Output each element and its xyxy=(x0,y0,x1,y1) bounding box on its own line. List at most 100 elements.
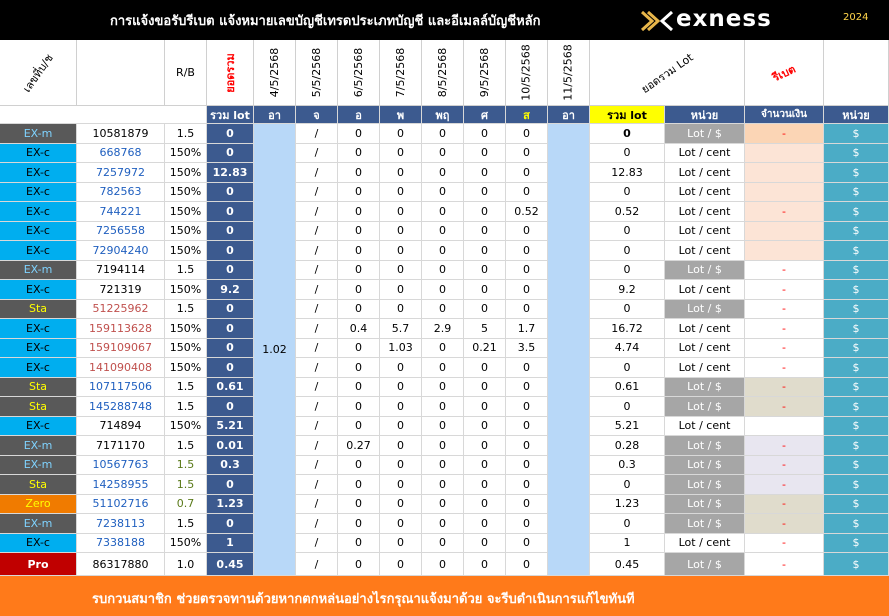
account-number[interactable]: 7338188 xyxy=(77,533,165,553)
daily-lot: 0 xyxy=(338,358,380,378)
daily-lot: 0 xyxy=(422,338,464,358)
account-number[interactable]: 107117506 xyxy=(77,377,165,397)
currency-symbol: $ xyxy=(824,182,889,202)
merged-sunday-total: 1.02 xyxy=(254,124,296,576)
daily-lot: 0 xyxy=(422,533,464,553)
header-date-0: 4/5/2568 xyxy=(254,40,296,106)
monday-mark: / xyxy=(296,416,338,436)
account-number[interactable]: 141090408 xyxy=(77,358,165,378)
lot-unit: Lot / cent xyxy=(665,182,745,202)
money-group-2 xyxy=(745,143,824,261)
subheader-day-6: ส xyxy=(506,106,548,124)
daily-lot: 0 xyxy=(380,377,422,397)
account-number[interactable]: 721319 xyxy=(77,280,165,300)
account-number[interactable]: 51225962 xyxy=(77,299,165,319)
rebate-rate: 150% xyxy=(165,358,207,378)
account-number[interactable]: 7257972 xyxy=(77,163,165,183)
account-number[interactable]: 7171170 xyxy=(77,436,165,456)
account-number[interactable]: 714894 xyxy=(77,416,165,436)
sum-lot: 0 xyxy=(590,514,665,534)
lot-unit: Lot / cent xyxy=(665,280,745,300)
monday-mark: / xyxy=(296,124,338,144)
currency-symbol: $ xyxy=(824,377,889,397)
subheader-amount: จำนวนเงิน xyxy=(745,106,824,124)
header-rb: R/B xyxy=(165,40,207,106)
daily-lot: 0 xyxy=(338,202,380,222)
total-lot: 1.23 xyxy=(207,494,254,514)
daily-lot: 0.4 xyxy=(338,319,380,339)
account-number[interactable]: 668768 xyxy=(77,143,165,163)
daily-lot: 0.21 xyxy=(464,338,506,358)
account-number[interactable]: 7256558 xyxy=(77,221,165,241)
rebate-amount: - xyxy=(745,260,824,280)
account-number[interactable]: 51102716 xyxy=(77,494,165,514)
sum-lot: 0 xyxy=(590,397,665,417)
total-lot: 0.45 xyxy=(207,553,254,576)
daily-lot: 0 xyxy=(506,436,548,456)
sum-lot: 0 xyxy=(590,299,665,319)
daily-lot: 0 xyxy=(338,280,380,300)
daily-lot: 0 xyxy=(422,280,464,300)
daily-lot: 0 xyxy=(464,514,506,534)
account-number[interactable]: 145288748 xyxy=(77,397,165,417)
rebate-amount: - xyxy=(745,124,824,144)
daily-lot: 0 xyxy=(338,241,380,261)
daily-lot: 0 xyxy=(380,299,422,319)
monday-mark: / xyxy=(296,202,338,222)
daily-lot: 5.7 xyxy=(380,319,422,339)
header-date-3: 7/5/2568 xyxy=(380,40,422,106)
account-type: EX-c xyxy=(0,533,77,553)
currency-symbol: $ xyxy=(824,202,889,222)
account-number[interactable]: 72904240 xyxy=(77,241,165,261)
account-number[interactable]: 10567763 xyxy=(77,455,165,475)
header-date-1: 5/5/2568 xyxy=(296,40,338,106)
daily-lot: 0 xyxy=(338,221,380,241)
monday-mark: / xyxy=(296,377,338,397)
account-number[interactable]: 159109067 xyxy=(77,338,165,358)
rebate-rate: 150% xyxy=(165,533,207,553)
account-number[interactable]: 86317880 xyxy=(77,553,165,576)
daily-lot: 0 xyxy=(380,260,422,280)
daily-lot: 0 xyxy=(506,124,548,144)
total-lot: 0 xyxy=(207,143,254,163)
account-number[interactable]: 159113628 xyxy=(77,319,165,339)
lot-unit: Lot / cent xyxy=(665,143,745,163)
account-number[interactable]: 782563 xyxy=(77,182,165,202)
account-number[interactable]: 744221 xyxy=(77,202,165,222)
daily-lot: 0 xyxy=(506,221,548,241)
rebate-rate: 150% xyxy=(165,241,207,261)
account-type: Sta xyxy=(0,377,77,397)
daily-lot: 0 xyxy=(338,124,380,144)
subheader-unit: หน่วย xyxy=(665,106,745,124)
account-number[interactable]: 7194114 xyxy=(77,260,165,280)
header-date-2: 6/5/2568 xyxy=(338,40,380,106)
account-number[interactable]: 7238113 xyxy=(77,514,165,534)
daily-lot: 0 xyxy=(338,475,380,495)
rebate-rate: 1.5 xyxy=(165,475,207,495)
daily-lot: 0 xyxy=(338,455,380,475)
daily-lot: 0 xyxy=(422,299,464,319)
subheader-day-5: ศ xyxy=(464,106,506,124)
daily-lot: 0 xyxy=(380,182,422,202)
sum-lot: 0 xyxy=(590,475,665,495)
daily-lot: 0 xyxy=(506,280,548,300)
daily-lot: 5 xyxy=(464,319,506,339)
account-number[interactable]: 10581879 xyxy=(77,124,165,144)
lot-unit: Lot / $ xyxy=(665,397,745,417)
total-lot: 0 xyxy=(207,202,254,222)
daily-lot: 0 xyxy=(506,455,548,475)
subheader-unit2: หน่วย xyxy=(824,106,889,124)
monday-mark: / xyxy=(296,358,338,378)
daily-lot: 0 xyxy=(338,553,380,576)
sum-lot: 16.72 xyxy=(590,319,665,339)
daily-lot: 3.5 xyxy=(506,338,548,358)
account-number[interactable]: 14258955 xyxy=(77,475,165,495)
footer-notice: รบกวนสมาชิก ช่วยตรวจทานด้วยหากตกหล่นอย่า… xyxy=(0,576,889,616)
total-lot: 0 xyxy=(207,514,254,534)
account-type: EX-c xyxy=(0,202,77,222)
subheader-blank xyxy=(0,106,207,124)
subheader-day-1: จ xyxy=(296,106,338,124)
rebate-rate: 1.5 xyxy=(165,124,207,144)
total-lot: 0 xyxy=(207,299,254,319)
monday-mark: / xyxy=(296,143,338,163)
